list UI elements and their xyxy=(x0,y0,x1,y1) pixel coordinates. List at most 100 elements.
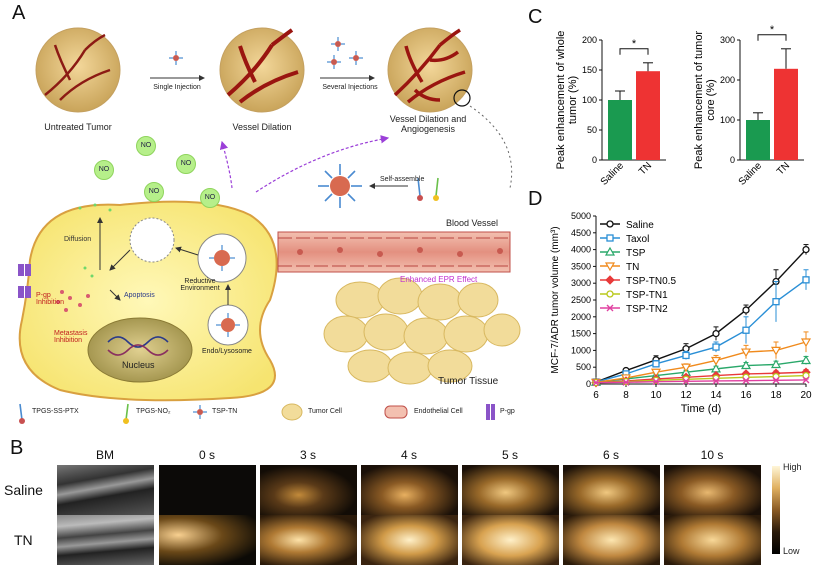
data-point xyxy=(742,306,750,314)
pgp-inhibition-label: P-gp Inhibition xyxy=(36,292,65,306)
reductive-label: Reductive Environment xyxy=(180,278,220,292)
data-point xyxy=(622,378,630,386)
col-header-4s: 4 s xyxy=(400,448,417,462)
data-point xyxy=(800,355,812,365)
data-point xyxy=(800,338,812,348)
data-point xyxy=(680,363,692,373)
apoptosis-label: Apoptosis xyxy=(124,292,155,299)
y-tick-label: 300 xyxy=(720,35,735,45)
y-tick-label: 3500 xyxy=(571,261,591,271)
y-tick-label: 4500 xyxy=(571,228,591,238)
x-tick-label: 12 xyxy=(680,390,692,401)
significance-bracket xyxy=(757,34,787,41)
us-image-saline-6s xyxy=(563,465,660,515)
data-point xyxy=(742,377,750,385)
self-assemble-label: Self-assemble xyxy=(380,176,425,183)
chart-tumor-volume: 0 500 1000 1500 2000 2500 3000 3500 4000 4500 5000… xyxy=(550,211,812,415)
data-point xyxy=(802,371,810,380)
no-bubble-2: NO xyxy=(136,136,156,156)
data-point xyxy=(652,360,660,368)
data-point xyxy=(682,377,690,385)
us-image-saline-4s xyxy=(361,465,458,515)
data-point xyxy=(802,245,810,254)
x-tick-label: TN xyxy=(775,160,792,177)
intensity-color-scale xyxy=(772,466,780,554)
legend-marker xyxy=(606,220,614,228)
y-axis-label-line1: Peak enhancement of whole xyxy=(555,31,567,170)
data-point xyxy=(592,379,600,387)
data-point xyxy=(770,359,782,369)
data-point xyxy=(772,298,780,306)
panel-label-b: B xyxy=(10,437,24,459)
x-tick-label: 6 xyxy=(593,390,599,401)
significance-star: * xyxy=(770,24,775,36)
legend-pgp: P-gp xyxy=(500,408,515,415)
y-axis-label: MCF-7/ADR tumor volume (mm³) xyxy=(550,226,561,373)
bar-saline xyxy=(608,100,632,160)
no-bubble-1: NO xyxy=(94,160,114,180)
y-tick-label: 5000 xyxy=(571,211,591,221)
y-tick-label: 3000 xyxy=(571,278,591,288)
polymer-icons xyxy=(417,177,439,201)
legend-tsp-tn: TSP-TN xyxy=(212,408,238,415)
bar-tn xyxy=(636,71,660,160)
nanoparticle-icon-1 xyxy=(169,51,183,65)
x-tick-label: 14 xyxy=(710,390,722,401)
blood-vessel-label: Blood Vessel xyxy=(446,218,499,228)
no-bubble-3: NO xyxy=(176,154,196,174)
col-header-bm: BM xyxy=(96,448,114,462)
scale-low-label: Low xyxy=(783,546,800,556)
row-label-tn: TN xyxy=(14,532,33,548)
data-point xyxy=(712,377,720,385)
legend-label: Saline xyxy=(626,220,654,231)
untreated-tumor-image xyxy=(35,27,121,113)
y-axis-label-line2: core (%) xyxy=(705,79,717,121)
col-header-10s: 10 s xyxy=(700,448,724,462)
legend-marker xyxy=(604,246,616,256)
us-image-tn-bm xyxy=(57,515,154,565)
data-point xyxy=(682,345,690,353)
series-line xyxy=(595,249,807,383)
legend-icons xyxy=(19,403,495,424)
tumor-tissue-cluster xyxy=(323,277,521,385)
panel-a-schematic xyxy=(18,27,521,424)
data-point xyxy=(650,368,662,378)
us-image-saline-5s xyxy=(462,465,559,515)
col-header-6s: 6 s xyxy=(602,448,619,462)
y-tick-label: 0 xyxy=(586,379,591,389)
data-point xyxy=(682,351,690,360)
data-point xyxy=(802,276,810,284)
significance-bracket xyxy=(619,48,649,55)
y-tick-label: 4000 xyxy=(571,245,591,255)
nanoparticle-icon-4 xyxy=(327,55,341,69)
nanoparticle-icon-2 xyxy=(331,37,345,51)
legend-marker xyxy=(606,234,614,242)
legend-tumor-cell: Tumor Cell xyxy=(308,408,342,415)
y-tick-label: 50 xyxy=(587,125,597,135)
bar-saline xyxy=(746,120,770,160)
panel-label-a: A xyxy=(12,2,26,24)
y-tick-label: 0 xyxy=(592,155,597,165)
legend-marker xyxy=(606,304,614,312)
angiogenesis-image xyxy=(387,27,473,113)
us-image-tn-3s xyxy=(260,515,357,565)
metastasis-label: Metastasis Inhibition xyxy=(54,330,88,344)
y-tick-label: 500 xyxy=(576,362,591,372)
y-tick-label: 150 xyxy=(582,65,597,75)
x-tick-label: Saline xyxy=(737,160,765,188)
x-tick-label: 18 xyxy=(770,390,782,401)
legend-label: TN xyxy=(626,262,639,273)
us-image-tn-6s xyxy=(563,515,660,565)
nucleus-label: Nucleus xyxy=(122,360,155,370)
legend-marker xyxy=(604,262,616,272)
series-line xyxy=(595,359,807,384)
legend-endothelial-cell: Endothelial Cell xyxy=(414,408,463,415)
y-tick-label: 2500 xyxy=(571,295,591,305)
data-point xyxy=(712,329,720,338)
pgp-channel-icon xyxy=(18,264,31,298)
x-axis-label: Time (d) xyxy=(681,403,722,415)
blood-vessel xyxy=(277,231,511,273)
tsp-tn-micelle xyxy=(318,164,362,208)
